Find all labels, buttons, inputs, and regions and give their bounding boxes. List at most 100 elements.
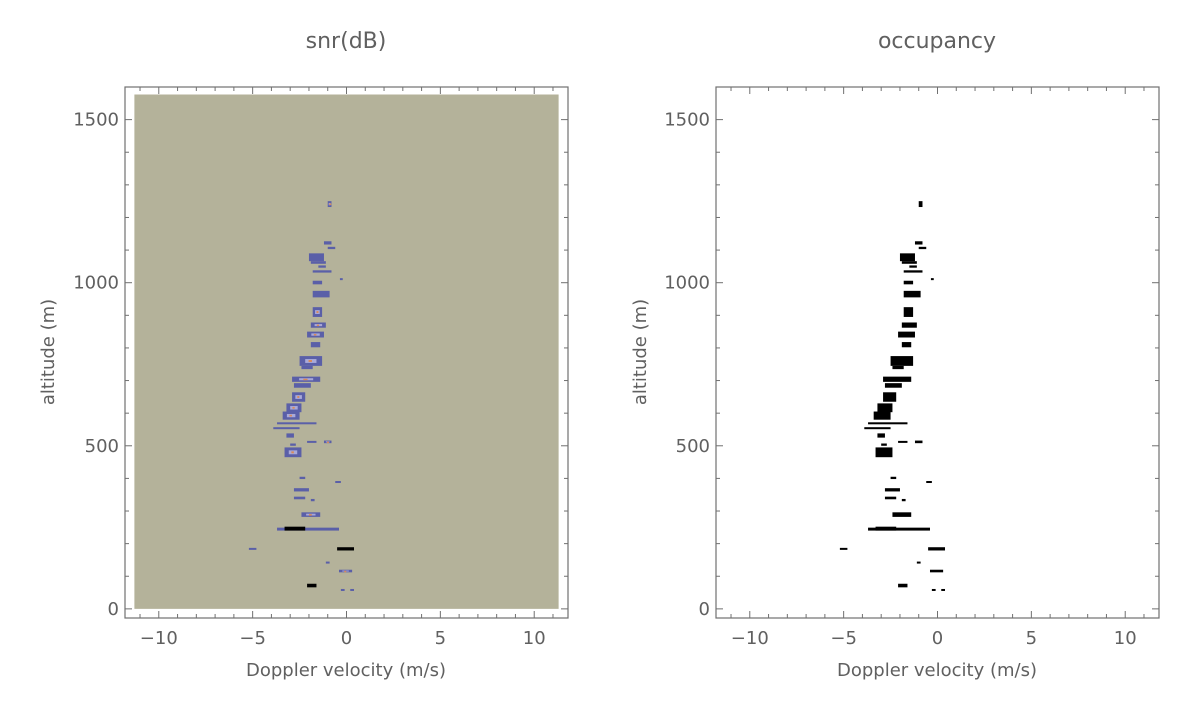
- snr-ticks: −10 −5 0 5 10 0 500 1000 1500: [73, 86, 568, 649]
- occupancy-cell: [901, 322, 917, 328]
- snr-cell-peak: [316, 311, 319, 314]
- occupancy-cell: [928, 547, 946, 551]
- occupancy-cell: [914, 241, 923, 245]
- snr-cell-peak: [303, 378, 308, 381]
- y-tick-label: 0: [108, 599, 119, 620]
- occupancy-cell: [890, 356, 914, 366]
- y-tick-label: 1500: [73, 110, 119, 131]
- snr-cell: [284, 526, 306, 531]
- y-tick-label: 1500: [664, 110, 710, 131]
- snr-cell: [290, 443, 296, 446]
- snr-ylabel: altitude (m): [38, 299, 59, 405]
- occupancy-cell: [892, 512, 912, 517]
- snr-cell: [325, 561, 330, 564]
- snr-cell: [299, 476, 306, 480]
- snr-cell-peak: [308, 514, 312, 516]
- snr-cell: [307, 440, 317, 443]
- snr-cell: [307, 583, 317, 588]
- occupancy-cell: [909, 265, 917, 268]
- snr-cell: [310, 498, 315, 502]
- x-tick-label: 5: [1026, 628, 1037, 649]
- snr-cell-peak: [308, 360, 312, 362]
- snr-cell: [293, 496, 306, 500]
- snr-cell: [323, 241, 332, 245]
- occupancy-title: occupancy: [878, 29, 996, 54]
- occupancy-cell: [892, 365, 904, 370]
- occupancy-heatmap: [839, 201, 946, 591]
- occupancy-cell: [903, 290, 921, 298]
- occupancy-cell: [875, 526, 897, 531]
- occupancy-cell: [899, 253, 915, 262]
- occupancy-cell: [931, 588, 936, 591]
- y-tick-label: 0: [699, 599, 710, 620]
- snr-cell: [277, 422, 317, 425]
- snr-cell: [339, 278, 343, 281]
- y-tick-label: 1000: [664, 273, 710, 294]
- x-tick-label: 10: [523, 628, 546, 649]
- occupancy-cell: [903, 307, 914, 317]
- snr-cell: [310, 261, 326, 264]
- occupancy-ticks: −10 −5 0 5 10 0 500 1000 1500: [664, 86, 1159, 649]
- occupancy-cell: [868, 527, 930, 531]
- snr-heatmap: [134, 94, 559, 609]
- snr-title: snr(dB): [306, 29, 387, 54]
- snr-cell: [286, 433, 294, 438]
- y-tick-label: 1000: [73, 273, 119, 294]
- snr-xlabel: Doppler velocity (m/s): [246, 660, 446, 681]
- occupancy-cell: [839, 547, 848, 550]
- snr-cell-peak: [292, 406, 295, 409]
- snr-cell-peak: [291, 451, 294, 454]
- snr-cell: [273, 427, 300, 430]
- x-tick-label: −5: [830, 628, 857, 649]
- snr-cell: [308, 253, 324, 262]
- occupancy-cell: [877, 433, 885, 438]
- snr-cell: [335, 481, 341, 484]
- snr-cell: [350, 588, 355, 591]
- occupancy-cell: [883, 392, 897, 402]
- x-tick-label: −5: [239, 628, 266, 649]
- occupancy-cell: [868, 422, 908, 425]
- snr-cell: [248, 547, 257, 550]
- occupancy-cell: [884, 488, 900, 492]
- snr-panel: snr(dB) −10 −5 0 5 10 0 500 1000 1500 Doppler ve…: [38, 29, 569, 681]
- x-tick-label: −10: [140, 628, 178, 649]
- snr-cell: [312, 290, 330, 298]
- occupancy-cell: [903, 270, 923, 273]
- occupancy-cell: [883, 376, 912, 382]
- snr-cell: [293, 488, 309, 492]
- occupancy-cell: [901, 498, 906, 502]
- occupancy-cell: [890, 476, 897, 480]
- snr-cell: [337, 547, 355, 551]
- occupancy-cell: [916, 561, 921, 564]
- occupancy-cell: [901, 342, 912, 348]
- occupancy-cell: [914, 440, 923, 444]
- snr-cell: [340, 588, 345, 591]
- snr-cell-peak: [344, 570, 347, 573]
- snr-cell: [277, 527, 339, 531]
- snr-cell-peak: [313, 333, 317, 336]
- occupancy-cell: [901, 261, 917, 264]
- occupancy-cell: [898, 331, 915, 338]
- snr-cell: [312, 270, 332, 273]
- occupancy-panel: occupancy −10 −5 0 5 10 0 500 1000 1500 Doppler …: [630, 29, 1160, 681]
- occupancy-cell: [926, 481, 932, 484]
- occupancy-cell: [930, 278, 934, 281]
- occupancy-cell: [884, 496, 897, 500]
- snr-cell-peak: [297, 396, 300, 398]
- snr-cell-peak: [326, 441, 329, 444]
- snr-cell-peak: [289, 414, 292, 417]
- snr-cell: [327, 246, 336, 250]
- occupancy-cell: [918, 246, 927, 250]
- snr-cell: [293, 383, 311, 388]
- occupancy-cell: [877, 403, 893, 413]
- x-tick-label: −10: [731, 628, 769, 649]
- snr-cell-peak: [329, 203, 332, 206]
- occupancy-cell: [918, 201, 923, 208]
- y-tick-label: 500: [85, 436, 119, 457]
- snr-cell: [318, 265, 326, 268]
- x-tick-label: 10: [1114, 628, 1137, 649]
- occupancy-xlabel: Doppler velocity (m/s): [837, 660, 1037, 681]
- x-tick-label: 0: [341, 628, 352, 649]
- occupancy-cell: [881, 443, 887, 446]
